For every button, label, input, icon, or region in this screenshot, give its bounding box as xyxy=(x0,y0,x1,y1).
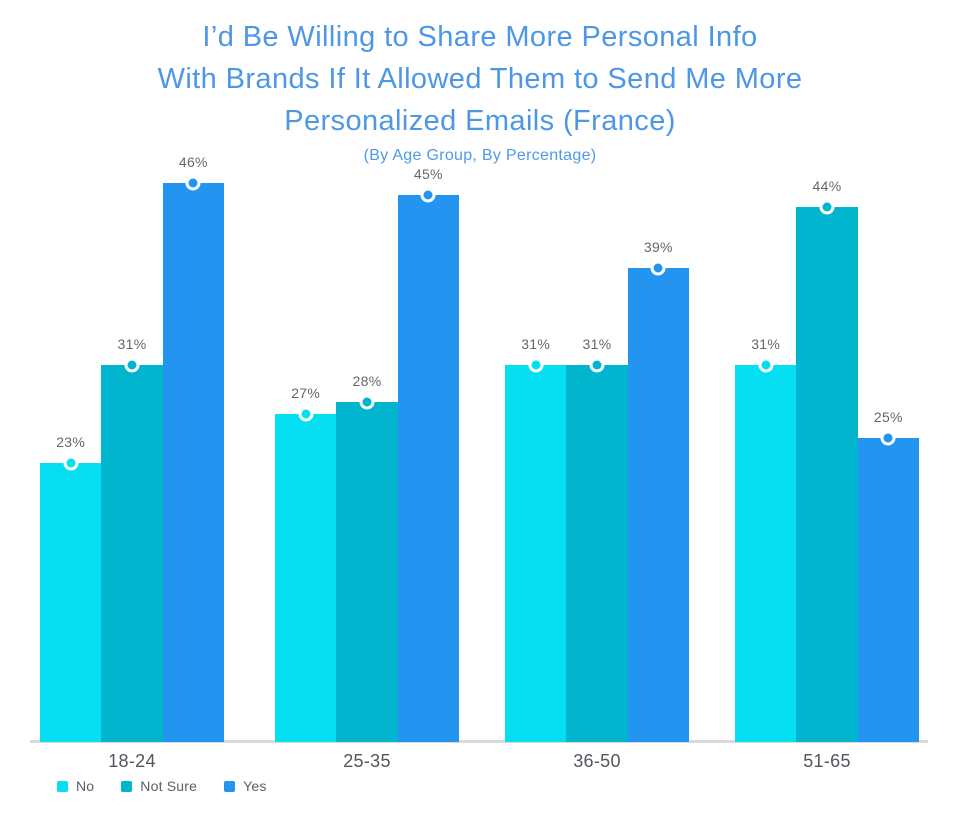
bar-no-51-65 xyxy=(735,357,797,742)
chart-title-line-2: With Brands If It Allowed Them to Send M… xyxy=(157,63,803,95)
bar-slot: 31% xyxy=(101,336,163,742)
legend-label: Not Sure xyxy=(140,778,198,794)
bar-yes-25-35 xyxy=(397,187,459,742)
legend-swatch-not-sure xyxy=(121,780,133,792)
legend-item-not-sure: Not Sure xyxy=(121,778,197,794)
bar-group-51-65: 31% 44% 25% 51-65 xyxy=(735,178,919,771)
bar-top-dot xyxy=(528,357,544,373)
value-label: 23% xyxy=(56,433,86,450)
bar-slot: 31% xyxy=(735,336,797,742)
legend: No Not Sure Yes xyxy=(57,778,267,794)
bar-not-sure-18-24 xyxy=(101,357,163,742)
legend-item-no: No xyxy=(57,778,94,794)
value-label: 31% xyxy=(582,336,612,353)
legend-item-yes: Yes xyxy=(224,778,266,794)
bar-yes-51-65 xyxy=(857,430,919,742)
value-label: 45% xyxy=(413,166,443,183)
value-label: 27% xyxy=(291,384,321,401)
bar-slot: 23% xyxy=(40,434,102,742)
value-label: 39% xyxy=(643,239,673,256)
bar-slot: 31% xyxy=(505,336,567,742)
value-label: 28% xyxy=(352,372,382,389)
bar-top-dot xyxy=(420,187,436,203)
legend-label: No xyxy=(76,778,95,794)
bar-top-dot xyxy=(589,357,605,373)
bar-no-36-50 xyxy=(505,357,567,742)
bar-no-18-24 xyxy=(40,455,102,742)
bar-top-dot xyxy=(124,357,140,373)
chart-title-line-3: Personalized Emails (France) xyxy=(284,105,676,137)
bar-not-sure-36-50 xyxy=(566,357,628,742)
value-label: 31% xyxy=(521,336,551,353)
bar-no-25-35 xyxy=(275,406,337,742)
bar-not-sure-51-65 xyxy=(796,199,858,742)
bar-top-dot xyxy=(63,455,79,471)
legend-swatch-yes xyxy=(224,780,236,792)
value-label: 44% xyxy=(812,178,842,195)
x-axis-label-36-50: 36-50 xyxy=(573,751,621,771)
bar-top-dot xyxy=(880,430,896,446)
value-label: 31% xyxy=(751,336,781,353)
bar-top-dot xyxy=(758,357,774,373)
bar-slot: 25% xyxy=(857,409,919,742)
value-label: 31% xyxy=(117,336,147,353)
bar-slot: 45% xyxy=(397,166,459,742)
bar-yes-36-50 xyxy=(627,260,689,742)
x-axis-label-18-24: 18-24 xyxy=(108,751,156,771)
bar-group-18-24: 23% 31% 46% 18-24 xyxy=(40,154,224,771)
bar-top-dot xyxy=(359,394,375,410)
bar-slot: 31% xyxy=(566,336,628,742)
chart-subtitle: (By Age Group, By Percentage) xyxy=(363,147,597,164)
plot-area: 23% 31% 46% 18-24 27% 28% 45% 25-35 31% 31% 39% 36-… xyxy=(0,130,960,771)
legend-label: Yes xyxy=(243,778,267,794)
bar-slot: 44% xyxy=(796,178,858,742)
bar-slot: 27% xyxy=(275,385,337,742)
bar-slot: 39% xyxy=(627,239,689,742)
bar-top-dot xyxy=(819,199,835,215)
x-axis-label-25-35: 25-35 xyxy=(343,751,391,771)
bar-yes-18-24 xyxy=(162,175,224,742)
x-axis-line xyxy=(30,740,928,743)
bar-not-sure-25-35 xyxy=(336,394,398,742)
chart-header: I’d Be Willing to Share More Personal In… xyxy=(0,16,960,165)
bar-slot: 46% xyxy=(162,154,224,742)
bar-group-36-50: 31% 31% 39% 36-50 xyxy=(505,239,689,771)
bar-top-dot xyxy=(650,260,666,276)
bar-top-dot xyxy=(298,406,314,422)
bar-group-25-35: 27% 28% 45% 25-35 xyxy=(275,166,459,771)
chart-title-line-1: I’d Be Willing to Share More Personal In… xyxy=(202,21,758,53)
bar-top-dot xyxy=(185,175,201,191)
legend-swatch-no xyxy=(57,780,68,792)
bar-slot: 28% xyxy=(336,373,398,742)
x-axis-label-51-65: 51-65 xyxy=(803,751,851,771)
value-label: 46% xyxy=(178,154,208,171)
value-label: 25% xyxy=(873,409,903,426)
